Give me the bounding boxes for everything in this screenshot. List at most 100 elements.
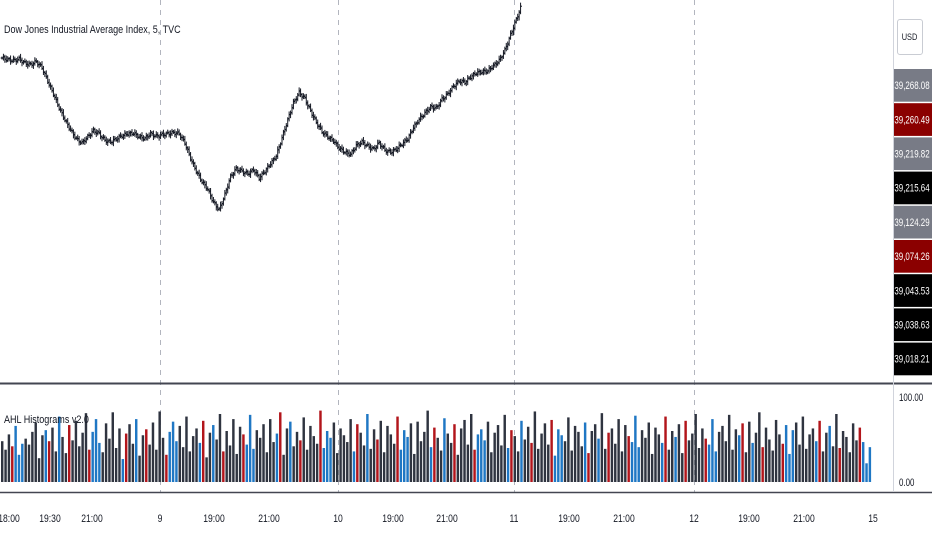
price-candle (462, 77, 465, 84)
price-candle (392, 147, 395, 157)
histogram-bar (272, 442, 275, 482)
price-candle (246, 169, 250, 176)
price-candle (124, 131, 128, 137)
price-candle (197, 169, 201, 179)
histogram-bar (563, 441, 567, 482)
histogram-bar (660, 442, 664, 482)
price-candle (220, 201, 224, 209)
histogram-bar (600, 413, 604, 482)
histogram-bar (382, 452, 386, 482)
price-candle (20, 57, 24, 67)
price-candle (470, 73, 474, 82)
price-candle (193, 161, 197, 171)
histogram-bar (540, 433, 543, 482)
histogram-bar (510, 430, 513, 482)
price-candle (330, 134, 334, 142)
histogram-bar (593, 424, 597, 482)
price-candle (379, 140, 382, 149)
price-candle (96, 129, 100, 136)
histogram-bar (68, 425, 71, 482)
histogram-bar (17, 454, 21, 482)
histogram-bar (292, 446, 295, 482)
histogram-bar (557, 429, 560, 482)
price-candle (104, 136, 108, 145)
price-candle (239, 167, 242, 173)
histogram-bar (671, 431, 674, 482)
histogram-bar (644, 437, 647, 482)
price-candle (493, 61, 497, 68)
price-candle (362, 136, 365, 146)
price-candle (59, 106, 62, 113)
price-candle (297, 87, 301, 97)
histogram-bar (24, 438, 27, 482)
histogram-bar (677, 424, 681, 482)
histogram-bar (14, 425, 17, 482)
histogram-bar (104, 423, 108, 482)
histogram-bar (684, 420, 687, 482)
currency-button[interactable]: USD (897, 19, 923, 55)
price-tag-label: 39,038.63 (894, 319, 929, 332)
price-tag-label: 39,268.08 (894, 80, 929, 93)
price-candle (293, 98, 297, 104)
histogram-bar (101, 452, 104, 482)
histogram-bar (784, 425, 788, 482)
histogram-bar (362, 445, 366, 482)
price-candle (107, 138, 111, 144)
histogram-bar (825, 432, 828, 482)
histogram-bar (64, 453, 68, 482)
histogram-bar (342, 435, 346, 482)
histogram-bar (774, 419, 778, 482)
price-candle (112, 135, 115, 147)
histogram-bar (610, 428, 614, 482)
price-candle (274, 154, 278, 161)
price-candle (142, 135, 145, 142)
histogram-bar (630, 442, 634, 482)
price-candle (477, 68, 481, 76)
price-candle (519, 2, 522, 15)
price-candle (173, 129, 177, 138)
price-candle (397, 141, 401, 153)
price-candle (53, 93, 57, 101)
histogram-bar (798, 444, 801, 482)
histogram-bar (664, 416, 667, 482)
histogram-bar (547, 444, 550, 482)
price-candle (119, 132, 122, 139)
x-tick-label: 15 (868, 513, 878, 525)
x-tick-label: 19:00 (558, 513, 580, 525)
price-candle (439, 98, 442, 108)
histogram-bar (252, 448, 255, 482)
histogram-bar (309, 425, 312, 482)
histogram-bar (128, 424, 131, 482)
indicator-legend[interactable]: AHL Histograms v2.0 (4, 414, 89, 426)
price-candle (33, 57, 37, 66)
price-candle (106, 138, 110, 146)
price-candle (369, 143, 372, 153)
histogram-bar (225, 431, 228, 482)
x-tick-label: 19:00 (382, 513, 404, 525)
histogram-bar (587, 453, 590, 482)
price-candle (50, 84, 54, 93)
price-candle (27, 60, 31, 68)
histogram-bar (818, 420, 821, 482)
histogram-bar (242, 434, 245, 482)
histogram-bar (279, 412, 282, 482)
price-candle (414, 121, 418, 128)
time-axis[interactable]: 18:00 19:30 21:00 9 19:00 21:00 10 19:00 21:00 11… (0, 513, 878, 525)
price-candle (259, 173, 262, 183)
price-candle (76, 134, 80, 142)
price-candle (292, 98, 295, 110)
histogram-bar (476, 434, 480, 482)
x-tick-label: 21:00 (793, 513, 815, 525)
price-candle (226, 183, 230, 194)
symbol-legend[interactable]: Dow Jones Industrial Average Index, 5, T… (4, 24, 181, 36)
price-candle (22, 60, 25, 65)
price-candle (216, 203, 220, 212)
histogram-bar (674, 436, 677, 482)
price-candle (353, 147, 357, 153)
histogram-bar (118, 428, 121, 482)
price-candle (42, 65, 45, 75)
histogram-bar (865, 463, 868, 482)
price-candle (443, 96, 447, 103)
histogram-bar (821, 451, 825, 482)
